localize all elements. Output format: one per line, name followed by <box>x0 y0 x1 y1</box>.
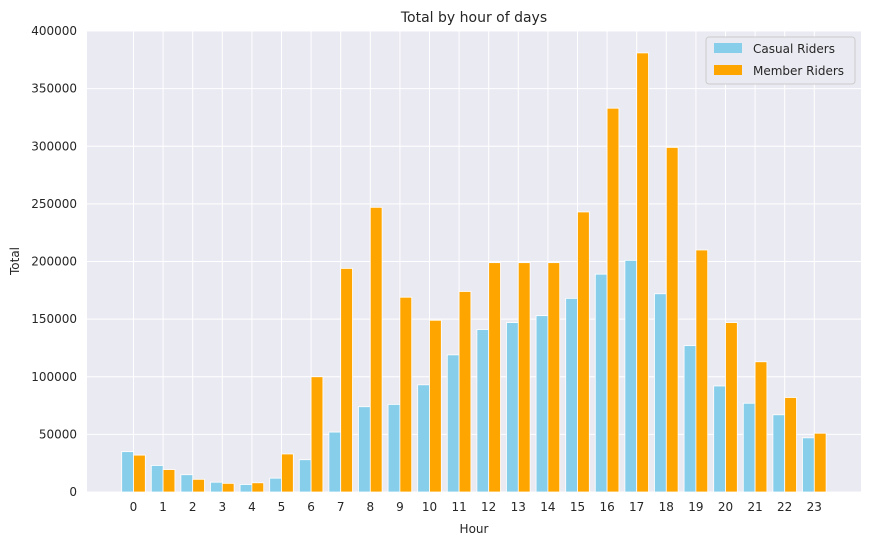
bar-member-riders-23 <box>813 432 827 493</box>
legend-swatch-member <box>714 65 742 75</box>
bar-casual-riders-23 <box>802 437 815 493</box>
bar-member-riders-4 <box>251 482 265 493</box>
x-tick-label: 20 <box>718 500 733 514</box>
x-tick-label: 11 <box>451 500 466 514</box>
legend-label-casual: Casual Riders <box>753 42 835 56</box>
bar-casual-riders-1 <box>150 465 164 493</box>
bar-member-riders-7 <box>340 268 353 493</box>
bars-group <box>121 52 827 493</box>
bar-member-riders-19 <box>695 249 709 493</box>
bar-member-riders-15 <box>577 211 590 493</box>
bar-casual-riders-6 <box>298 459 312 493</box>
bar-member-riders-21 <box>754 361 768 493</box>
x-tick-label: 14 <box>540 500 555 514</box>
bar-member-riders-2 <box>192 478 205 493</box>
bar-member-riders-3 <box>221 482 235 493</box>
x-tick-label: 16 <box>599 500 614 514</box>
bar-member-riders-22 <box>784 397 797 493</box>
bar-member-riders-5 <box>281 453 294 493</box>
x-tick-label: 0 <box>130 500 138 514</box>
bar-casual-riders-8 <box>358 406 371 493</box>
x-tick-label: 6 <box>307 500 315 514</box>
y-tick-label: 300000 <box>31 139 77 153</box>
x-tick-label: 21 <box>747 500 762 514</box>
bar-casual-riders-7 <box>328 431 342 493</box>
y-tick-label: 200000 <box>31 255 77 269</box>
bar-casual-riders-0 <box>121 451 134 493</box>
x-tick-label: 2 <box>189 500 197 514</box>
bar-casual-riders-19 <box>683 345 697 493</box>
bar-member-riders-11 <box>458 291 472 493</box>
chart-title: Total by hour of days <box>400 10 547 26</box>
bar-casual-riders-11 <box>446 354 460 493</box>
bar-member-riders-17 <box>636 52 649 493</box>
legend-frame <box>705 36 856 85</box>
x-tick-label: 1 <box>159 500 167 514</box>
y-tick-labels: 0 50000 100000 150000 200000 250000 300000 3500… <box>31 24 77 499</box>
x-tick-label: 7 <box>337 500 345 514</box>
x-axis-label: Hour <box>460 522 489 536</box>
bar-member-riders-8 <box>369 206 383 493</box>
bar-casual-riders-21 <box>742 402 756 493</box>
bar-member-riders-9 <box>399 296 413 493</box>
x-tick-label: 23 <box>807 500 822 514</box>
bar-member-riders-1 <box>162 469 176 493</box>
y-tick-label: 150000 <box>31 312 77 326</box>
bar-casual-riders-3 <box>210 481 223 493</box>
x-tick-label: 4 <box>248 500 256 514</box>
x-tick-label: 13 <box>511 500 526 514</box>
y-tick-label: 50000 <box>39 427 77 441</box>
x-tick-label: 15 <box>570 500 585 514</box>
legend-swatch-casual <box>714 43 742 53</box>
x-tick-label: 18 <box>659 500 674 514</box>
bar-casual-riders-17 <box>624 259 638 493</box>
bar-casual-riders-12 <box>476 329 490 493</box>
legend: Casual Riders Member Riders <box>705 36 856 85</box>
bar-casual-riders-18 <box>654 293 667 493</box>
x-tick-label: 9 <box>396 500 404 514</box>
x-tick-label: 12 <box>481 500 496 514</box>
y-tick-label: 400000 <box>31 24 77 38</box>
bar-casual-riders-10 <box>417 384 430 493</box>
bar-member-riders-0 <box>133 454 146 493</box>
x-tick-label: 3 <box>218 500 226 514</box>
bar-casual-riders-16 <box>594 273 608 493</box>
x-tick-label: 5 <box>278 500 286 514</box>
bar-member-riders-20 <box>725 322 738 493</box>
bar-casual-riders-5 <box>269 477 282 493</box>
bar-member-riders-16 <box>606 107 620 493</box>
bar-casual-riders-13 <box>506 322 519 493</box>
y-tick-label: 350000 <box>31 82 77 96</box>
bar-casual-riders-2 <box>180 474 194 493</box>
bar-casual-riders-20 <box>713 385 726 493</box>
bar-casual-riders-14 <box>535 315 549 493</box>
bar-casual-riders-9 <box>387 404 401 493</box>
bar-member-riders-10 <box>429 319 442 493</box>
x-tick-labels: 0 1 2 3 4 5 6 7 8 9 10 11 12 13 14 15 16 17 18 19 20 21 22 23 <box>130 500 822 514</box>
x-tick-label: 10 <box>422 500 437 514</box>
bar-member-riders-13 <box>517 262 531 493</box>
x-tick-label: 17 <box>629 500 644 514</box>
bar-member-riders-6 <box>310 376 324 493</box>
legend-label-member: Member Riders <box>753 64 844 78</box>
bar-casual-riders-22 <box>772 414 786 493</box>
bar-casual-riders-15 <box>565 297 578 493</box>
bar-member-riders-18 <box>665 147 679 493</box>
x-tick-label: 19 <box>688 500 703 514</box>
x-tick-label: 8 <box>366 500 374 514</box>
y-tick-label: 100000 <box>31 370 77 384</box>
y-axis-label: Total <box>8 247 22 276</box>
bar-casual-riders-4 <box>239 484 253 493</box>
bar-member-riders-14 <box>547 262 561 493</box>
y-tick-label: 250000 <box>31 197 77 211</box>
y-tick-label: 0 <box>69 485 77 499</box>
x-tick-label: 22 <box>777 500 792 514</box>
bar-member-riders-12 <box>488 262 501 493</box>
